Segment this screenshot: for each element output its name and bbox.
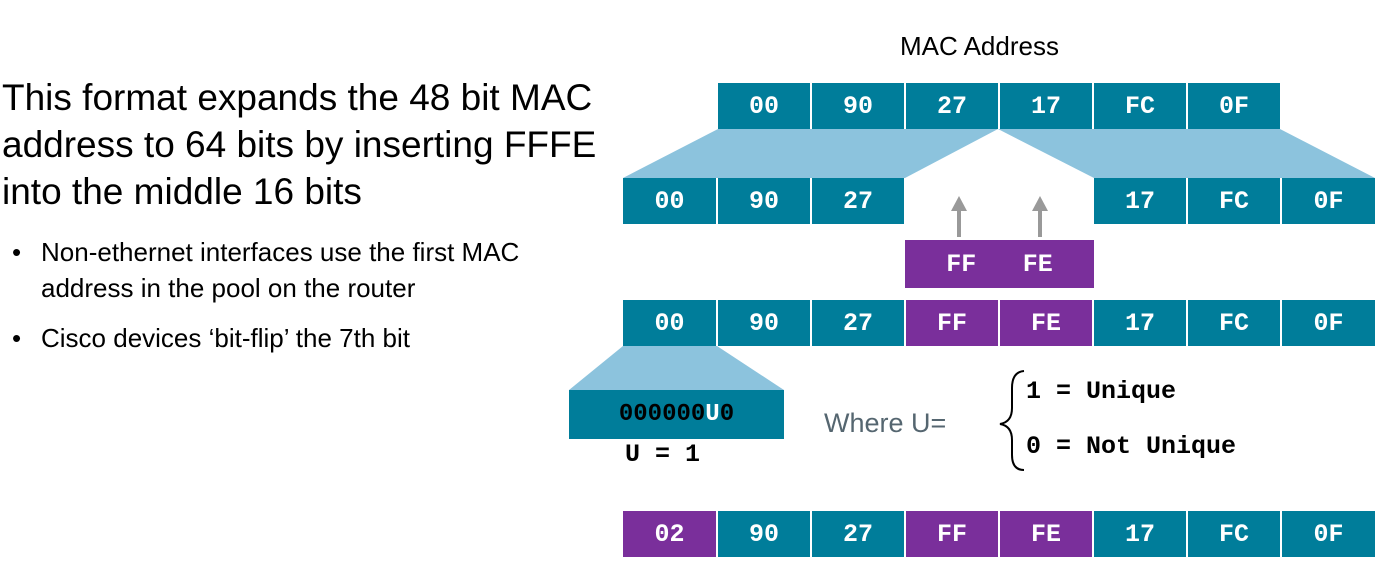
final-octet: 17 — [1094, 511, 1186, 557]
mac-octet: 00 — [718, 83, 810, 129]
final-octet: 0F — [1282, 511, 1375, 557]
zoom-trapezoid — [569, 346, 784, 390]
eui-octet: FF — [906, 300, 998, 346]
split-octet: 00 — [623, 178, 716, 224]
bullet-text: Cisco devices ‘bit-flip’ the 7th bit — [41, 323, 410, 353]
eui-octet: 27 — [812, 300, 904, 346]
eui-octet: 00 — [623, 300, 716, 346]
expand-right-trapezoid — [998, 129, 1375, 178]
eui-octet: 17 — [1094, 300, 1186, 346]
insert-block: FF FE — [905, 240, 1094, 288]
bullet-item: • Cisco devices ‘bit-flip’ the 7th bit — [12, 320, 612, 356]
split-octet: 27 — [812, 178, 904, 224]
final-octet: 27 — [812, 511, 904, 557]
expand-left-trapezoid — [623, 129, 998, 178]
mac-octet: FC — [1094, 83, 1186, 129]
where-label: Where U= — [824, 408, 947, 438]
bullet-item: • Non-ethernet interfaces use the first M… — [12, 234, 612, 306]
split-octet: 17 — [1094, 178, 1186, 224]
final-octet: FE — [1000, 511, 1092, 557]
final-octet: FF — [906, 511, 998, 557]
bullet-list: • Non-ethernet interfaces use the first M… — [12, 234, 612, 370]
curly-brace-icon — [999, 370, 1025, 471]
final-octet: 02 — [623, 511, 716, 557]
split-octet: FC — [1188, 178, 1280, 224]
split-octet: 0F — [1282, 178, 1375, 224]
slide-heading: This format expands the 48 bit MAC addre… — [2, 77, 597, 212]
bit-suffix: 0 — [719, 401, 735, 428]
mac-octet: 0F — [1188, 83, 1280, 129]
bit-u: U — [705, 401, 720, 428]
mac-octet: 17 — [1000, 83, 1092, 129]
bit-box: 000000 U 0 — [569, 390, 784, 439]
bullet-marker: • — [12, 237, 22, 267]
final-octet: 90 — [718, 511, 810, 557]
insert-octet: FE — [1022, 249, 1053, 279]
mac-octet: 27 — [906, 83, 998, 129]
eui-octet: 90 — [718, 300, 810, 346]
insert-octet: FF — [946, 249, 977, 279]
bullet-text: Non-ethernet interfaces use the first MA… — [41, 237, 520, 303]
u-assignment: U = 1 — [625, 440, 701, 469]
bullet-marker: • — [12, 323, 22, 353]
split-octet: 90 — [718, 178, 810, 224]
eui-octet: 0F — [1282, 300, 1375, 346]
eui-octet: FE — [1000, 300, 1092, 346]
insert-arrow — [951, 196, 967, 237]
insert-arrow — [1032, 196, 1048, 237]
case-not-unique: 0 = Not Unique — [1026, 432, 1237, 461]
mac-address-label: MAC Address — [900, 31, 1059, 61]
eui-octet: FC — [1188, 300, 1280, 346]
mac-octet: 90 — [812, 83, 904, 129]
case-unique: 1 = Unique — [1026, 377, 1177, 406]
bit-prefix: 000000 — [618, 401, 706, 428]
final-octet: FC — [1188, 511, 1280, 557]
